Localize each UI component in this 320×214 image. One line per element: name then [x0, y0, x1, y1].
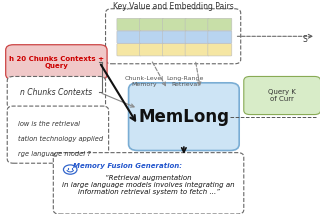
FancyBboxPatch shape — [162, 18, 186, 31]
FancyBboxPatch shape — [162, 31, 186, 43]
Text: rge language model ?: rge language model ? — [18, 150, 91, 156]
FancyBboxPatch shape — [208, 18, 232, 31]
FancyBboxPatch shape — [162, 44, 186, 56]
FancyBboxPatch shape — [117, 44, 141, 56]
FancyBboxPatch shape — [140, 18, 164, 31]
Text: Memory Fusion Generation:: Memory Fusion Generation: — [73, 163, 182, 169]
FancyBboxPatch shape — [140, 44, 164, 56]
FancyBboxPatch shape — [53, 153, 244, 214]
Text: h 20 Chunks Contexts +
Query: h 20 Chunks Contexts + Query — [9, 56, 104, 69]
FancyBboxPatch shape — [185, 18, 209, 31]
Text: “Retrieval augmentation
in large language models involves integrating an
informa: “Retrieval augmentation in large languag… — [62, 175, 235, 195]
Text: Long-Range
Retrieval: Long-Range Retrieval — [167, 76, 204, 87]
FancyBboxPatch shape — [208, 44, 232, 56]
FancyBboxPatch shape — [208, 31, 232, 43]
FancyBboxPatch shape — [244, 76, 320, 114]
FancyBboxPatch shape — [185, 31, 209, 43]
FancyBboxPatch shape — [140, 31, 164, 43]
FancyBboxPatch shape — [7, 106, 108, 163]
Text: Key,Value and Embedding Pairs: Key,Value and Embedding Pairs — [113, 2, 234, 11]
FancyBboxPatch shape — [106, 9, 241, 64]
Text: n Chunks Contexts: n Chunks Contexts — [20, 88, 92, 97]
Text: Query K
of Curr: Query K of Curr — [268, 89, 296, 102]
Text: tation technology applied: tation technology applied — [18, 136, 103, 142]
FancyBboxPatch shape — [117, 18, 141, 31]
Text: MemLong: MemLong — [138, 108, 229, 126]
Text: Chunk-Level
Memory: Chunk-Level Memory — [124, 76, 164, 87]
FancyBboxPatch shape — [117, 31, 141, 43]
FancyBboxPatch shape — [7, 76, 106, 108]
FancyBboxPatch shape — [6, 45, 107, 80]
FancyBboxPatch shape — [129, 83, 239, 150]
Text: S: S — [303, 35, 308, 44]
FancyBboxPatch shape — [185, 44, 209, 56]
Text: low is the retrieval: low is the retrieval — [18, 121, 80, 127]
